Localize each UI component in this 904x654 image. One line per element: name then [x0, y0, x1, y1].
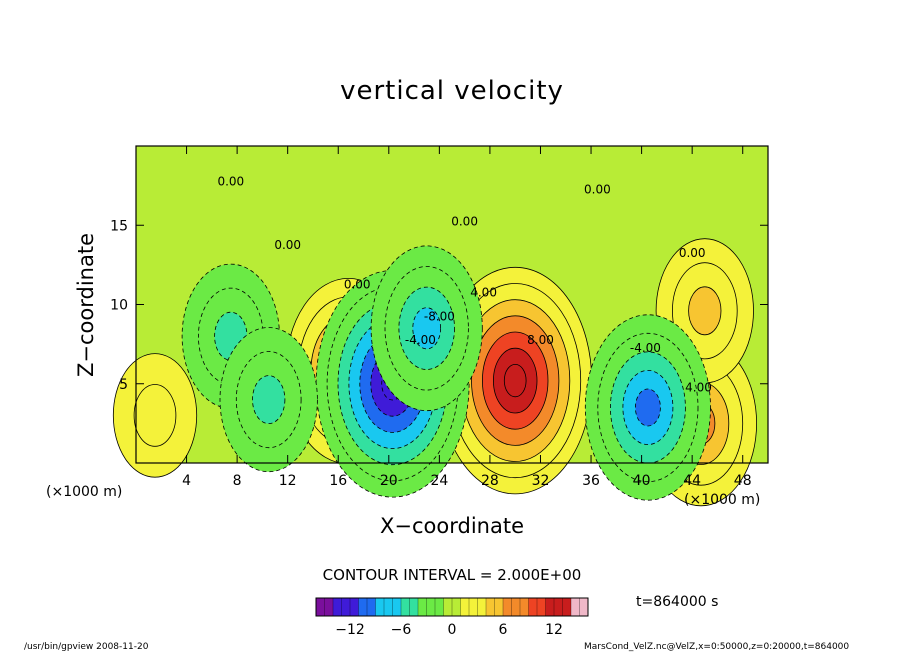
y-axis: 5 10 15: [110, 218, 768, 393]
colorbar-segment-6: [366, 597, 376, 617]
colorbar: −12 −6 0 6 12: [315, 597, 589, 638]
colorbar-segment-20: [485, 597, 495, 617]
contour-label-5: 0.00: [679, 246, 706, 260]
colorbar-tick-label-3: 6: [499, 622, 508, 638]
plot-frame: [135, 145, 769, 464]
feature-min-7-level-4: [412, 307, 442, 350]
colorbar-segment-11: [409, 597, 419, 617]
feature-max-4-level-2: [133, 384, 177, 447]
feature-min-9-level-3: [252, 375, 286, 425]
colorbar-segment-0: [315, 597, 325, 617]
y-axis-label: Z−coordinate: [74, 233, 98, 377]
contour-label-8: -4.00: [405, 333, 436, 347]
contour-label-1: 0.00: [274, 238, 301, 252]
colorbar-segment-15: [443, 597, 453, 617]
x-tick-label-9: 40: [633, 473, 651, 489]
contour-label-6: 4.00: [470, 286, 497, 300]
x-tick-label-10: 44: [683, 473, 701, 489]
heatmap-field: [112, 146, 768, 507]
colorbar-segment-16: [451, 597, 461, 617]
contour-label-4: 0.00: [584, 183, 611, 197]
colorbar-segment-18: [468, 597, 478, 617]
contour-interval: CONTOUR INTERVAL = 2.000E+00: [322, 566, 582, 584]
contour-label-3: 0.00: [451, 214, 478, 228]
colorbar-tick-label-1: −6: [391, 622, 412, 638]
colorbar-segment-29: [562, 597, 572, 617]
colorbar-segment-22: [502, 597, 512, 617]
contour-label-7: 8.00: [527, 333, 554, 347]
footer-left: /usr/bin/gpview 2008-11-20: [24, 642, 149, 652]
contour-label-9: 4.00: [685, 381, 712, 395]
colorbar-segment-31: [579, 597, 589, 617]
contour-label-0: 0.00: [217, 175, 244, 189]
x-tick-label-0: 4: [182, 473, 191, 489]
colorbar-segment-8: [383, 597, 393, 617]
colorbar-segment-30: [570, 597, 580, 617]
y-tick-label-1: 10: [110, 298, 128, 314]
colorbar-segment-23: [511, 597, 521, 617]
contour-labels: 0.00 0.00 0.00 0.00 0.00 0.00 4.00 8.00 -4.00 4.0…: [217, 175, 711, 395]
colorbar-segment-7: [375, 597, 385, 617]
x-tick-label-1: 8: [233, 473, 242, 489]
colorbar-tick-label-4: 12: [545, 622, 563, 638]
colorbar-segment-2: [332, 597, 342, 617]
x-tick-label-5: 24: [430, 473, 448, 489]
feature-max-0-level-7: [503, 363, 527, 398]
y-tick-label-0: 5: [119, 377, 128, 393]
colorbar-tick-label-2: 0: [448, 622, 457, 638]
x-axis-label: X−coordinate: [380, 514, 524, 538]
y-tick-label-2: 15: [110, 218, 128, 234]
colorbar-segment-9: [392, 597, 402, 617]
colorbar-segment-13: [426, 597, 436, 617]
x-unit-left: (×1000 m): [46, 484, 123, 500]
chart-title: vertical velocity: [340, 76, 564, 106]
colorbar-segment-24: [519, 597, 529, 617]
time-label: t=864000 s: [636, 594, 719, 610]
feature-min-6-level-5: [635, 388, 661, 427]
x-axis: 4 8 12 16 20 24 28 32 36 40 44 48: [182, 146, 752, 489]
x-tick-label-6: 28: [481, 473, 499, 489]
colorbar-segment-28: [553, 597, 563, 617]
colorbar-segment-5: [358, 597, 368, 617]
colorbar-segment-26: [536, 597, 546, 617]
contour-label-10: -8.00: [424, 309, 455, 323]
x-tick-label-7: 32: [532, 473, 550, 489]
x-tick-label-2: 12: [279, 473, 297, 489]
colorbar-segment-1: [324, 597, 334, 617]
colorbar-frame: [315, 597, 589, 617]
x-tick-label-4: 20: [380, 473, 398, 489]
x-unit-right: (×1000 m): [684, 492, 761, 508]
x-tick-label-3: 16: [329, 473, 347, 489]
contour-label-2: 0.00: [344, 278, 371, 292]
colorbar-segment-4: [349, 597, 359, 617]
colorbar-segment-21: [494, 597, 504, 617]
colorbar-segment-12: [417, 597, 427, 617]
colorbar-segment-17: [460, 597, 470, 617]
feature-max-3-level-3: [688, 286, 722, 336]
contour-label-11: -4.00: [630, 341, 661, 355]
x-tick-label-11: 48: [734, 473, 752, 489]
colorbar-segment-25: [528, 597, 538, 617]
colorbar-segment-3: [341, 597, 351, 617]
x-tick-label-8: 36: [582, 473, 600, 489]
colorbar-segment-10: [400, 597, 410, 617]
colorbar-segment-19: [477, 597, 487, 617]
footer-right: MarsCond_VelZ.nc@VelZ,x=0:50000,z=0:2000…: [584, 642, 850, 652]
colorbar-segment-14: [434, 597, 444, 617]
colorbar-tick-label-0: −12: [335, 622, 365, 638]
colorbar-segment-27: [545, 597, 555, 617]
